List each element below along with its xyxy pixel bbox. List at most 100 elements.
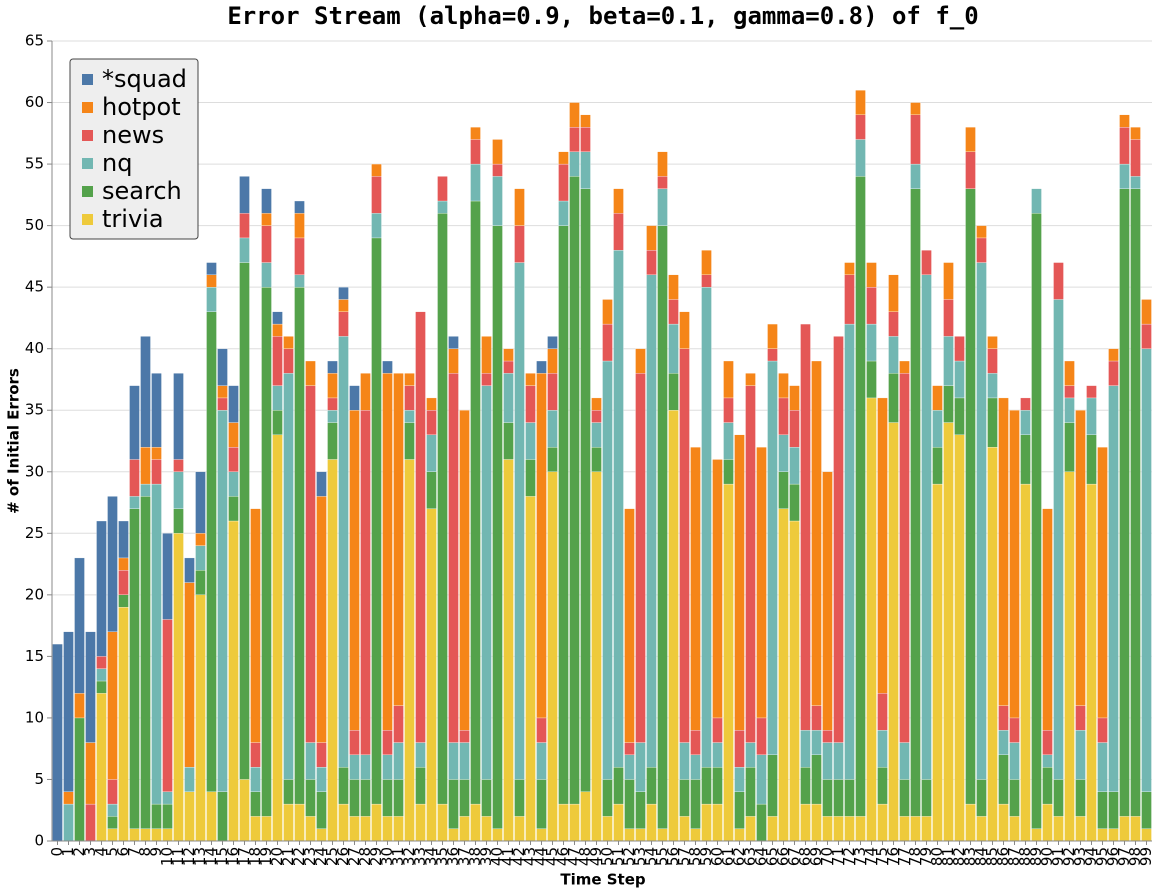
- bar-segment: [448, 742, 459, 780]
- bar-segment: [1064, 360, 1075, 386]
- bar-segment: [668, 299, 679, 325]
- y-tick-label: 40: [25, 339, 44, 357]
- x-tick-label: 29: [367, 847, 385, 866]
- bar-segment: [635, 742, 646, 792]
- bar-segment: [261, 188, 272, 214]
- bar-segment: [602, 360, 613, 780]
- bar-segment: [1141, 791, 1152, 829]
- bar-segment: [415, 803, 426, 842]
- bar-segment: [1031, 188, 1042, 214]
- bar-segment: [1053, 299, 1064, 780]
- bar-segment: [943, 422, 954, 842]
- bar-segment: [1075, 816, 1086, 842]
- bar-segment: [349, 410, 360, 731]
- bar-segment: [712, 803, 723, 842]
- x-tick-label: 72: [840, 847, 858, 866]
- bar-segment: [283, 803, 294, 842]
- bar-segment: [514, 262, 525, 780]
- bar-segment: [679, 816, 690, 842]
- bar-segment: [349, 730, 360, 755]
- axes: 0510152025303540455055606501234567891011…: [25, 32, 1155, 867]
- x-tick-label: 71: [829, 847, 847, 866]
- bar-segment: [921, 779, 932, 817]
- bar-segment: [1075, 410, 1086, 706]
- legend-label: hotpot: [102, 93, 181, 121]
- bar-segment: [492, 176, 503, 226]
- y-tick-label: 20: [25, 585, 44, 603]
- bar-segment: [734, 767, 745, 792]
- bar-segment: [228, 447, 239, 472]
- bar-segment: [63, 791, 74, 805]
- bar-segment: [514, 225, 525, 263]
- bar-segment: [503, 360, 514, 374]
- bar-segment: [52, 643, 63, 842]
- x-tick-label: 19: [257, 847, 275, 866]
- bar-segment: [261, 816, 272, 842]
- bar-segment: [734, 791, 745, 829]
- bar-segment: [1053, 262, 1064, 300]
- legend-swatch: [82, 102, 93, 113]
- bar-segment: [272, 323, 283, 337]
- bar-segment: [800, 767, 811, 805]
- x-tick-label: 82: [950, 847, 968, 866]
- bar-segment: [1086, 385, 1097, 399]
- x-tick-label: 98: [1126, 847, 1144, 866]
- x-tick-label: 73: [851, 847, 869, 866]
- bar-segment: [943, 336, 954, 386]
- bar-segment: [426, 410, 437, 435]
- bar-segment: [954, 336, 965, 362]
- x-tick-label: 86: [994, 847, 1012, 866]
- bar-segment: [778, 508, 789, 842]
- bar-segment: [1031, 213, 1042, 829]
- bar-segment: [1130, 188, 1141, 817]
- bar-segment: [888, 336, 899, 374]
- bar-segment: [756, 803, 767, 842]
- bar-segment: [855, 114, 866, 140]
- bar-segment: [349, 385, 360, 411]
- x-tick-label: 84: [972, 847, 990, 866]
- bar-segment: [569, 176, 580, 805]
- bar-segment: [360, 410, 371, 755]
- bar-segment: [305, 779, 316, 817]
- bar-segment: [679, 742, 690, 780]
- bar-segment: [217, 397, 228, 411]
- bar-segment: [965, 803, 976, 842]
- bar-segment: [987, 348, 998, 374]
- bar-segment: [558, 151, 569, 165]
- bar-segment: [844, 779, 855, 817]
- bar-segment: [283, 336, 294, 349]
- bar-segment: [184, 582, 195, 768]
- bar-segment: [1130, 176, 1141, 189]
- bar-segment: [1097, 791, 1108, 829]
- bar-segment: [789, 483, 800, 522]
- bar-segment: [756, 447, 767, 719]
- bar-segment: [745, 385, 756, 743]
- y-tick-label: 35: [25, 401, 44, 419]
- bar-segment: [107, 816, 118, 829]
- bar-segment: [1119, 188, 1130, 817]
- bar-segment: [1119, 816, 1130, 842]
- bar-segment: [987, 447, 998, 842]
- bar-segment: [624, 742, 635, 755]
- bar-segment: [866, 323, 877, 362]
- x-tick-label: 93: [1071, 847, 1089, 866]
- bar-segment: [228, 520, 239, 842]
- bar-segment: [580, 127, 591, 152]
- bar-segment: [107, 779, 118, 805]
- bar-segment: [1009, 779, 1020, 817]
- bar-segment: [679, 311, 690, 349]
- bar-segment: [690, 779, 701, 829]
- bar-segment: [635, 828, 646, 842]
- bar-segment: [96, 520, 107, 657]
- bar-segment: [393, 705, 404, 743]
- bar-segment: [855, 139, 866, 177]
- x-tick-label: 12: [180, 847, 198, 866]
- bar-segment: [1086, 397, 1097, 435]
- bar-segment: [195, 471, 206, 534]
- x-tick-label: 92: [1060, 847, 1078, 866]
- bar-segment: [888, 311, 899, 337]
- bar-segment: [624, 508, 635, 743]
- bar-segment: [470, 127, 481, 140]
- bar-segment: [129, 385, 140, 460]
- bar-segment: [195, 594, 206, 842]
